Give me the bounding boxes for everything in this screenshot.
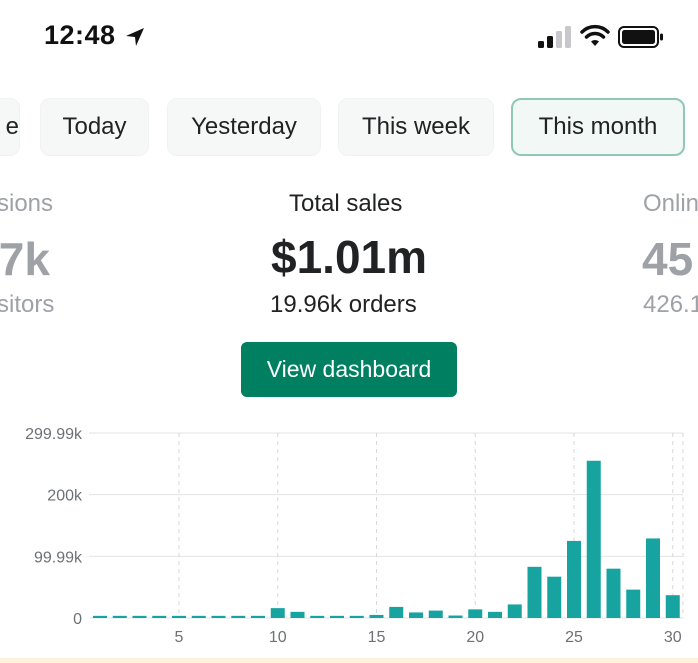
bar [251, 615, 265, 618]
tab-label: This week [361, 113, 471, 140]
tab-label: This month [538, 113, 658, 140]
metric-sub: 19.96k orders [270, 291, 417, 318]
metric-sub: 426.1 [643, 291, 698, 318]
view-dashboard-label: View dashboard [266, 356, 432, 382]
sales-bar-chart: 0 99.99k 200k 299.99k 5 10 15 20 25 30 [25, 426, 684, 646]
wifi-icon [580, 24, 610, 46]
bar [191, 615, 206, 618]
view-dashboard-button[interactable]: View dashboard [241, 342, 457, 397]
bar [152, 615, 167, 618]
bar [330, 615, 344, 618]
tab-this-week[interactable]: This week [338, 98, 494, 156]
x-tick-label: 20 [466, 629, 484, 646]
metric-label: sions [0, 190, 54, 217]
bar [606, 568, 621, 618]
tab-label: Today [62, 113, 127, 140]
bar [389, 606, 404, 618]
bar [270, 608, 285, 618]
bar [310, 615, 325, 618]
metric-value: 45 [642, 233, 694, 285]
bar [93, 615, 107, 618]
tab-this-month[interactable]: This month [511, 98, 685, 156]
bar [626, 589, 641, 618]
tab-yesterday[interactable]: Yesterday [167, 98, 321, 156]
tab-today[interactable]: Today [40, 98, 149, 156]
x-tick-label: 5 [175, 629, 184, 646]
x-tick-label: 30 [664, 629, 682, 646]
y-tick-label: 299.99k [25, 426, 83, 443]
cellular-signal-icon [538, 26, 571, 48]
x-tick-label: 25 [565, 629, 583, 646]
battery-icon [618, 26, 663, 48]
tab-partial[interactable]: e [0, 98, 20, 156]
bar [448, 615, 463, 618]
bar [665, 595, 680, 618]
tab-label: Yesterday [191, 113, 297, 140]
metric-value: $1.01m [271, 231, 428, 283]
bar [290, 611, 305, 618]
status-bar: 12:48 [0, 0, 698, 72]
bar [507, 604, 522, 618]
y-tick-label: 200k [47, 488, 83, 505]
bar [211, 615, 226, 618]
bar [547, 576, 562, 618]
tab-label: e [5, 113, 19, 140]
bar [112, 615, 127, 618]
bar [488, 611, 502, 618]
x-tick-label: 15 [368, 629, 386, 646]
bar [369, 614, 384, 618]
bar [527, 566, 542, 618]
bar [468, 609, 483, 618]
bar [409, 612, 423, 618]
metric-sub: sitors [0, 291, 55, 318]
metric-value: .7k [0, 233, 50, 285]
y-tick-label: 0 [73, 611, 82, 628]
bar [172, 615, 186, 618]
location-arrow-icon [126, 28, 144, 46]
y-tick-label: 99.99k [34, 549, 83, 566]
bar [428, 610, 443, 618]
x-tick-label: 10 [269, 629, 287, 646]
status-time: 12:48 [44, 20, 116, 50]
bar [646, 538, 660, 618]
bar [231, 615, 246, 618]
metric-label: Onlin [643, 190, 698, 217]
bar [586, 460, 601, 618]
bottom-divider [0, 658, 698, 663]
bar [349, 615, 364, 618]
bar [567, 540, 581, 618]
bar [132, 615, 147, 618]
metric-label: Total sales [289, 190, 403, 217]
